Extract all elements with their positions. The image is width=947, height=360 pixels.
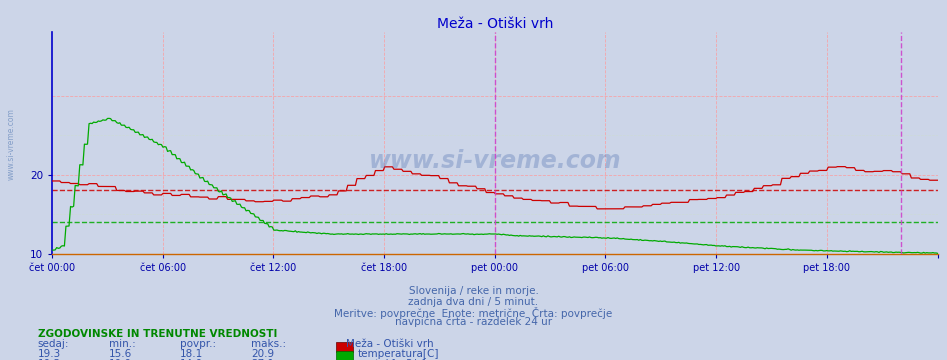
Text: Meža - Otiški vrh: Meža - Otiški vrh <box>346 339 434 349</box>
Text: 14.0: 14.0 <box>180 359 203 360</box>
Text: ZGODOVINSKE IN TRENUTNE VREDNOSTI: ZGODOVINSKE IN TRENUTNE VREDNOSTI <box>38 329 277 339</box>
Text: temperatura[C]: temperatura[C] <box>358 349 439 359</box>
Text: 18.1: 18.1 <box>180 349 204 359</box>
Text: 19.3: 19.3 <box>38 349 62 359</box>
Text: Slovenija / reke in morje.: Slovenija / reke in morje. <box>408 286 539 296</box>
Text: www.si-vreme.com: www.si-vreme.com <box>368 149 621 173</box>
Text: 10.3: 10.3 <box>38 359 61 360</box>
Text: povpr.:: povpr.: <box>180 339 216 349</box>
Text: min.:: min.: <box>109 339 135 349</box>
Text: 10.0: 10.0 <box>109 359 132 360</box>
Text: Meritve: povprečne  Enote: metrične  Črta: povprečje: Meritve: povprečne Enote: metrične Črta:… <box>334 307 613 319</box>
Text: maks.:: maks.: <box>251 339 286 349</box>
Text: zadnja dva dni / 5 minut.: zadnja dva dni / 5 minut. <box>408 297 539 307</box>
Text: navpična črta - razdelek 24 ur: navpična črta - razdelek 24 ur <box>395 317 552 327</box>
Text: 15.6: 15.6 <box>109 349 133 359</box>
Text: pretok[m3/s]: pretok[m3/s] <box>358 359 426 360</box>
Text: sedaj:: sedaj: <box>38 339 69 349</box>
Text: www.si-vreme.com: www.si-vreme.com <box>7 108 16 180</box>
Text: 20.9: 20.9 <box>251 349 274 359</box>
Text: 27.1: 27.1 <box>251 359 275 360</box>
Title: Meža - Otiški vrh: Meža - Otiški vrh <box>437 17 553 31</box>
